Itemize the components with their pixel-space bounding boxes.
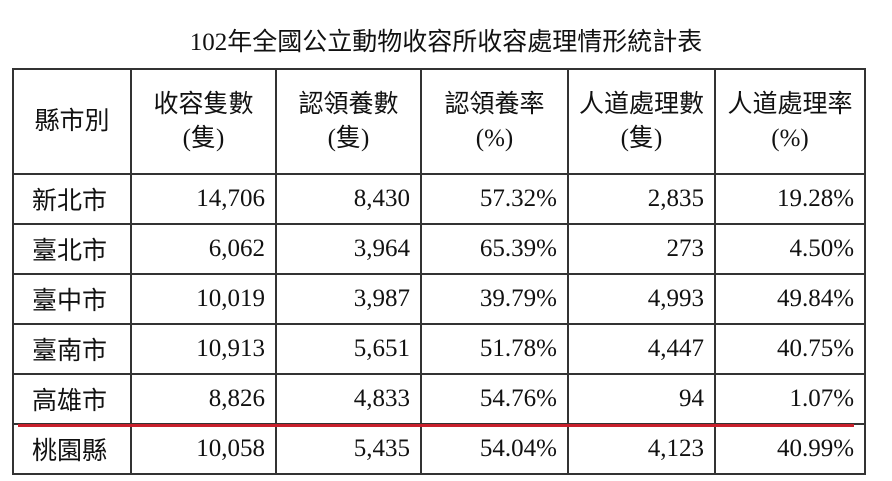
value-cell: 4,447 (566, 323, 717, 375)
value-cell: 54.04% (420, 423, 569, 475)
value-cell: 39.79% (420, 273, 569, 325)
county-cell: 新北市 (12, 173, 132, 225)
header-line: 認領養率 (444, 90, 545, 118)
data-row: 臺南市 10,913 5,651 51.78% 4,447 40.75% (12, 323, 867, 375)
header-cell: 人道處理率 (%) (714, 68, 867, 175)
header-line: 人道處理率 (727, 90, 853, 118)
value-cell: 10,019 (130, 273, 277, 325)
value-cell: 273 (566, 223, 717, 275)
value-cell: 4,123 (566, 423, 717, 475)
header-line: 認領養數 (298, 90, 399, 118)
header-line: (%) (771, 124, 809, 152)
value-cell: 49.84% (714, 273, 867, 325)
value-cell: 3,964 (275, 223, 422, 275)
value-cell: 1.07% (714, 373, 867, 425)
header-cell: 人道處理數 (隻) (566, 68, 717, 175)
header-line: 人道處理數 (579, 90, 705, 118)
value-cell: 10,058 (130, 423, 277, 475)
value-cell: 4,993 (566, 273, 717, 325)
value-cell: 5,435 (275, 423, 422, 475)
county-cell: 臺南市 (12, 323, 132, 375)
header-line: 縣市別 (34, 107, 110, 135)
county-cell: 桃園縣 (12, 423, 132, 475)
county-cell: 臺北市 (12, 223, 132, 275)
value-cell: 94 (566, 373, 717, 425)
header-cell: 縣市別 (12, 68, 132, 175)
data-row: 臺中市 10,019 3,987 39.79% 4,993 49.84% (12, 273, 867, 325)
statistics-table: 縣市別 收容隻數 (隻) 認領養數 (隻) 認領養率 (%) 人道處理數 (隻) 人道處理率 (%)… (12, 68, 867, 475)
value-cell: 51.78% (420, 323, 569, 375)
value-cell: 54.76% (420, 373, 569, 425)
value-cell: 65.39% (420, 223, 569, 275)
value-cell: 19.28% (714, 173, 867, 225)
header-line: (隻) (327, 124, 370, 152)
header-row: 縣市別 收容隻數 (隻) 認領養數 (隻) 認領養率 (%) 人道處理數 (隻) 人道處理率 (%) (12, 68, 867, 175)
table-title: 102年全國公立動物收容所收容處理情形統計表 (189, 29, 703, 56)
header-cell: 收容隻數 (隻) (130, 68, 277, 175)
header-line: (%) (475, 124, 514, 152)
data-row: 桃園縣 10,058 5,435 54.04% 4,123 40.99% (12, 423, 867, 475)
data-row: 臺北市 6,062 3,964 65.39% 273 4.50% (12, 223, 867, 275)
header-line: (隻) (620, 124, 663, 152)
value-cell: 14,706 (130, 173, 277, 225)
value-cell: 40.75% (714, 323, 867, 375)
value-cell: 2,835 (566, 173, 717, 225)
value-cell: 4,833 (275, 373, 422, 425)
county-cell: 臺中市 (12, 273, 132, 325)
value-cell: 8,430 (275, 173, 422, 225)
highlight-underline (18, 424, 854, 427)
data-row: 新北市 14,706 8,430 57.32% 2,835 19.28% (12, 173, 867, 225)
value-cell: 57.32% (420, 173, 569, 225)
header-cell: 認領養數 (隻) (275, 68, 422, 175)
value-cell: 3,987 (275, 273, 422, 325)
header-line: (隻) (182, 124, 225, 152)
header-line: 收容隻數 (153, 90, 254, 118)
value-cell: 8,826 (130, 373, 277, 425)
value-cell: 6,062 (130, 223, 277, 275)
value-cell: 5,651 (275, 323, 422, 375)
data-row: 高雄市 8,826 4,833 54.76% 94 1.07% (12, 373, 867, 425)
value-cell: 4.50% (714, 223, 867, 275)
header-cell: 認領養率 (%) (420, 68, 569, 175)
value-cell: 40.99% (714, 423, 867, 475)
value-cell: 10,913 (130, 323, 277, 375)
county-cell: 高雄市 (12, 373, 132, 425)
